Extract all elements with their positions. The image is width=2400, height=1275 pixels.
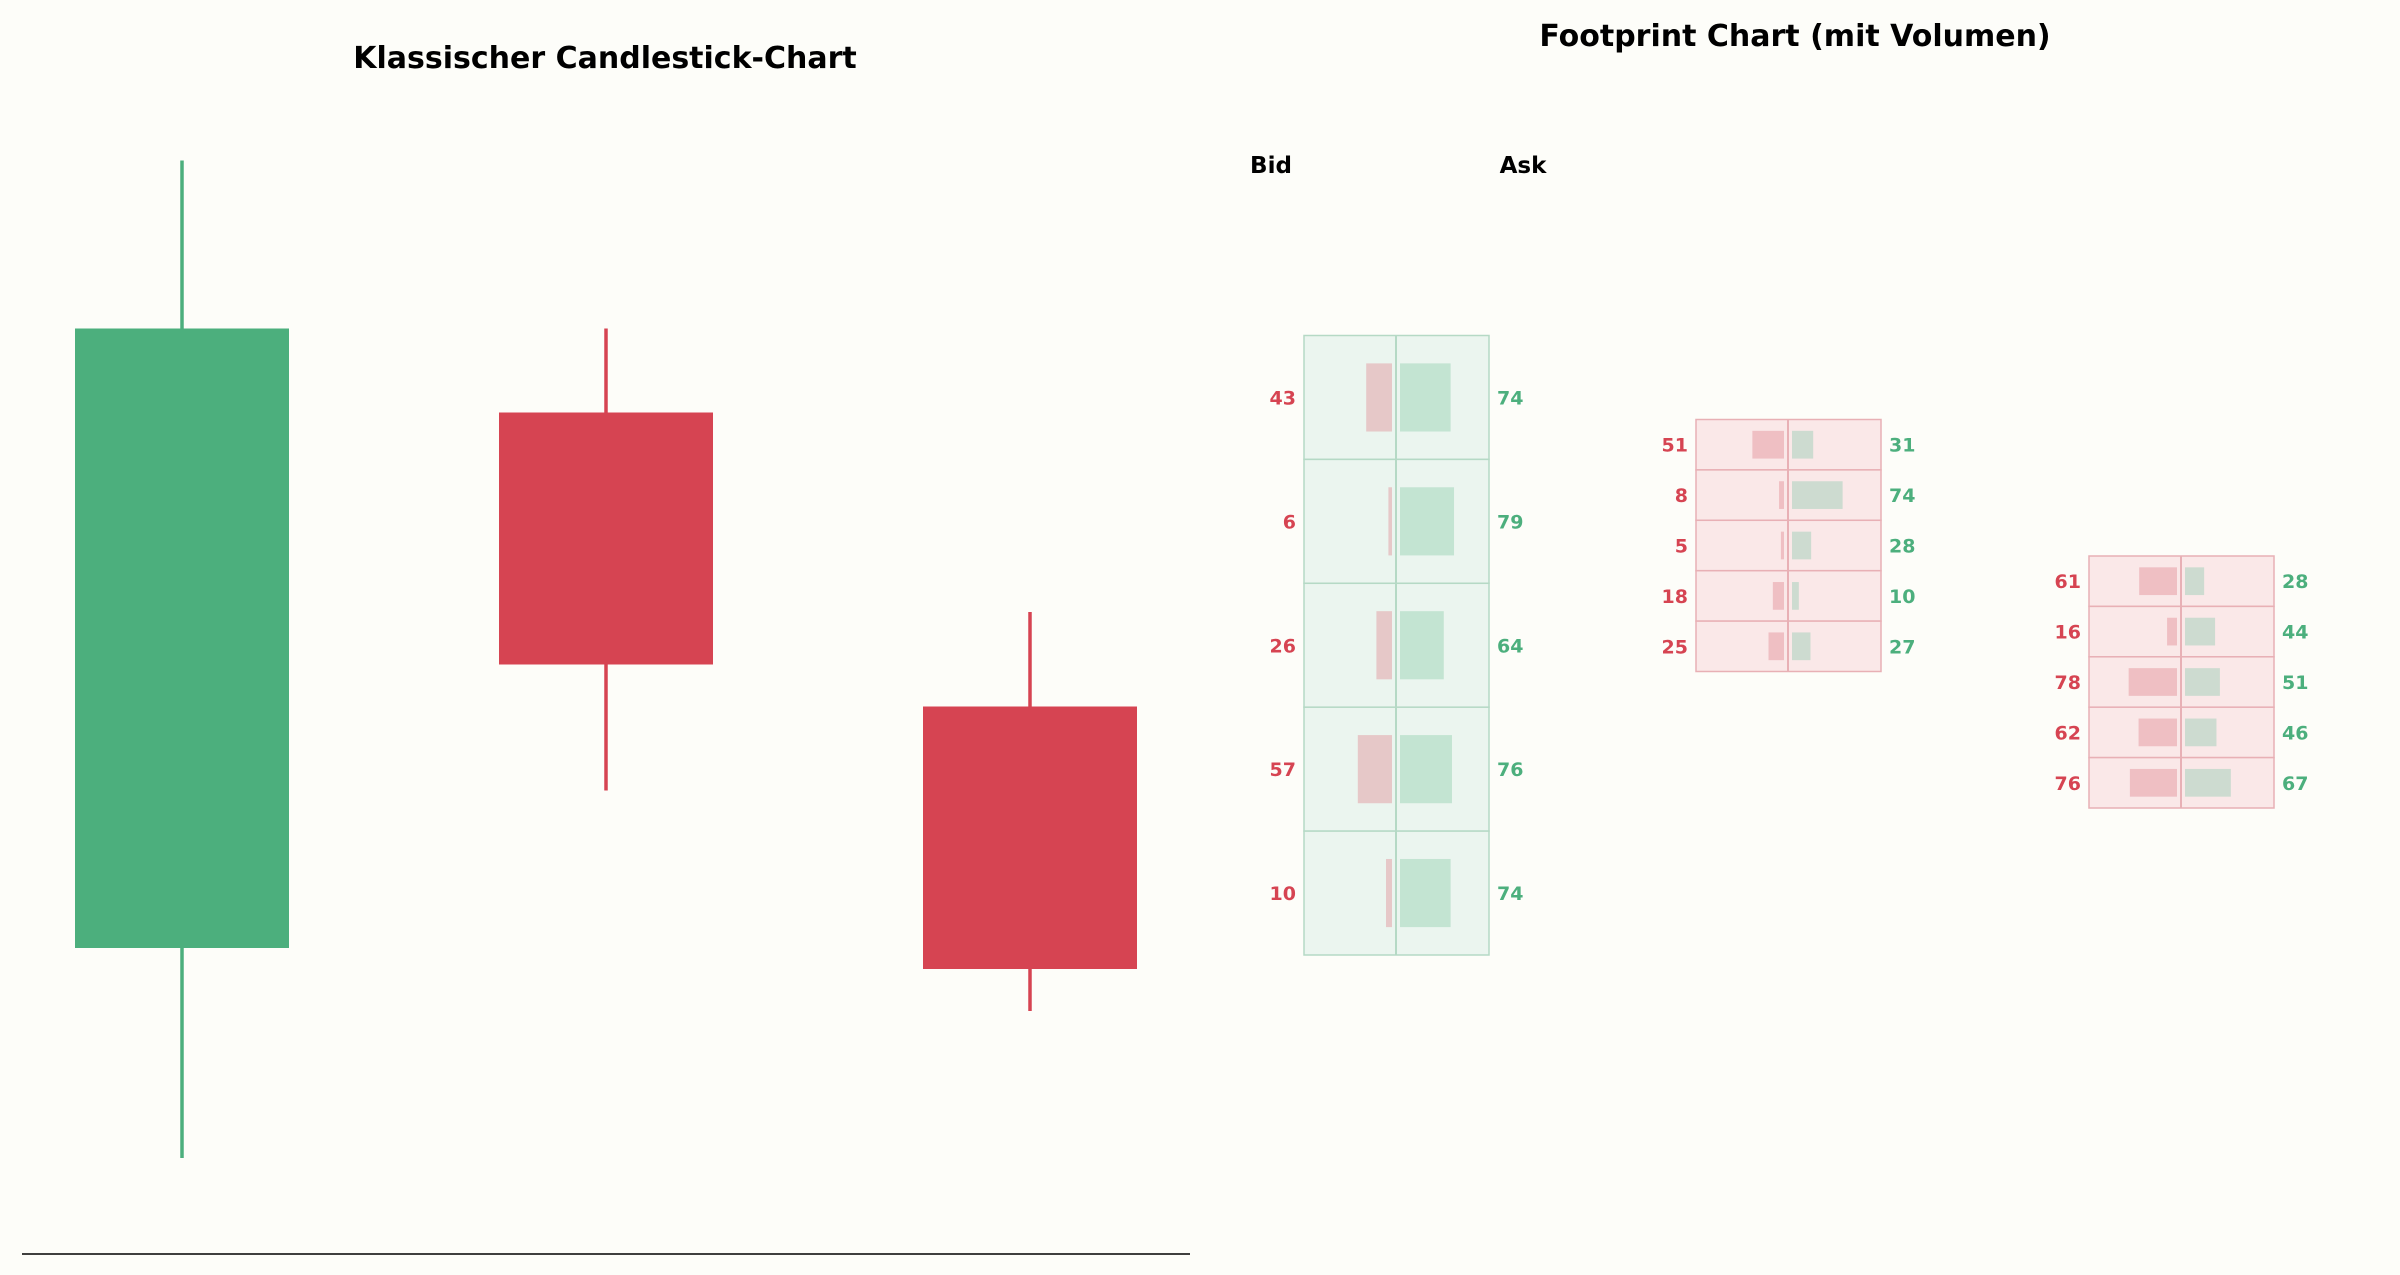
bid-volume-label: 57 xyxy=(1270,759,1296,781)
ask-volume-bar xyxy=(2185,567,2205,596)
ask-volume-label: 74 xyxy=(1497,883,1523,905)
ask-volume-bar xyxy=(1400,858,1451,928)
ask-volume-label: 67 xyxy=(2282,773,2308,795)
candle-1 xyxy=(75,160,289,1158)
footprint-level: 5 28 xyxy=(1675,519,1915,572)
ask-volume-bar xyxy=(1792,632,1811,661)
footprint-candle-3: 61 28 16 44 78 51 62 46 76 67 xyxy=(2055,555,2308,809)
ask-volume-bar xyxy=(2185,617,2216,646)
bid-volume-label: 16 xyxy=(2055,622,2081,644)
ask-volume-bar xyxy=(1792,582,1799,610)
candle-body xyxy=(923,706,1137,969)
ask-volume-bar xyxy=(1792,481,1843,509)
footprint-chart-title: Footprint Chart (mit Volumen) xyxy=(1539,19,2050,54)
candle-body xyxy=(499,412,713,665)
bid-volume-bar xyxy=(1779,481,1784,509)
bid-volume-bar xyxy=(1376,611,1392,680)
ask-volume-label: 64 xyxy=(1497,635,1523,657)
bid-volume-label: 51 xyxy=(1662,435,1688,457)
footprint-level: 8 74 xyxy=(1675,469,1915,522)
footprint-candle-1: 43 74 6 79 26 64 57 76 10 74 xyxy=(1270,334,1523,956)
ask-volume-bar xyxy=(1792,531,1812,560)
footprint-series: 43 74 6 79 26 64 57 76 10 74 51 31 8 74 5 28 18 10 25 27 61 2… xyxy=(1270,334,2308,956)
bid-volume-bar xyxy=(2128,668,2177,696)
ask-volume-label: 51 xyxy=(2282,672,2308,694)
bid-volume-bar xyxy=(1768,632,1784,661)
ask-volume-label: 46 xyxy=(2282,722,2308,744)
bid-volume-label: 76 xyxy=(2055,773,2081,795)
ask-volume-bar xyxy=(1400,363,1451,432)
bid-volume-label: 78 xyxy=(2055,672,2081,694)
ask-volume-bar xyxy=(1792,430,1814,459)
bid-volume-bar xyxy=(1780,531,1784,560)
ask-volume-label: 74 xyxy=(1497,387,1523,409)
ask-volume-label: 76 xyxy=(1497,759,1523,781)
bid-volume-bar xyxy=(1752,430,1784,459)
bid-volume-label: 6 xyxy=(1283,511,1296,533)
candlestick-chart-title: Klassischer Candlestick-Chart xyxy=(353,41,857,76)
bid-volume-bar xyxy=(1772,582,1784,610)
bid-volume-bar xyxy=(1357,735,1392,804)
bid-volume-bar xyxy=(1366,363,1392,432)
ask-volume-bar xyxy=(2185,668,2220,696)
bid-volume-bar xyxy=(1388,487,1392,556)
bid-volume-label: 8 xyxy=(1675,485,1688,507)
ask-volume-bar xyxy=(1400,487,1455,556)
candle-3 xyxy=(923,612,1137,1011)
bid-volume-label: 25 xyxy=(1662,636,1688,658)
bid-volume-bar xyxy=(2167,617,2177,646)
ask-volume-label: 28 xyxy=(2282,571,2308,593)
ask-volume-label: 31 xyxy=(1889,435,1915,457)
ask-volume-bar xyxy=(1400,611,1444,680)
bid-volume-label: 62 xyxy=(2055,722,2081,744)
bid-volume-bar xyxy=(1386,858,1392,928)
ask-volume-label: 10 xyxy=(1889,586,1915,608)
footprint-level: 6 79 xyxy=(1283,458,1523,585)
bid-volume-label: 10 xyxy=(1270,883,1296,905)
bid-volume-label: 26 xyxy=(1270,635,1296,657)
bid-volume-bar xyxy=(2138,718,2177,747)
candle-body xyxy=(75,328,289,948)
candle-2 xyxy=(499,328,713,791)
bid-volume-bar xyxy=(2129,768,2177,797)
ask-volume-bar xyxy=(2185,718,2217,747)
ask-volume-label: 44 xyxy=(2282,622,2308,644)
ask-volume-label: 27 xyxy=(1889,636,1915,658)
bid-volume-label: 61 xyxy=(2055,571,2081,593)
ask-header: Ask xyxy=(1500,153,1547,179)
ask-volume-label: 28 xyxy=(1889,536,1915,558)
bid-volume-label: 5 xyxy=(1675,536,1688,558)
footprint-level: 57 76 xyxy=(1270,706,1523,832)
footprint-candle-2: 51 31 8 74 5 28 18 10 25 27 xyxy=(1662,418,1915,673)
bid-volume-label: 18 xyxy=(1662,586,1688,608)
ask-volume-label: 74 xyxy=(1889,485,1915,507)
candlestick-series xyxy=(75,160,1137,1158)
bid-volume-bar xyxy=(2139,567,2177,596)
ask-volume-bar xyxy=(1400,735,1452,804)
ask-volume-label: 79 xyxy=(1497,511,1523,533)
bid-header: Bid xyxy=(1250,153,1292,179)
ask-volume-bar xyxy=(2185,768,2231,797)
bid-volume-label: 43 xyxy=(1270,387,1296,409)
